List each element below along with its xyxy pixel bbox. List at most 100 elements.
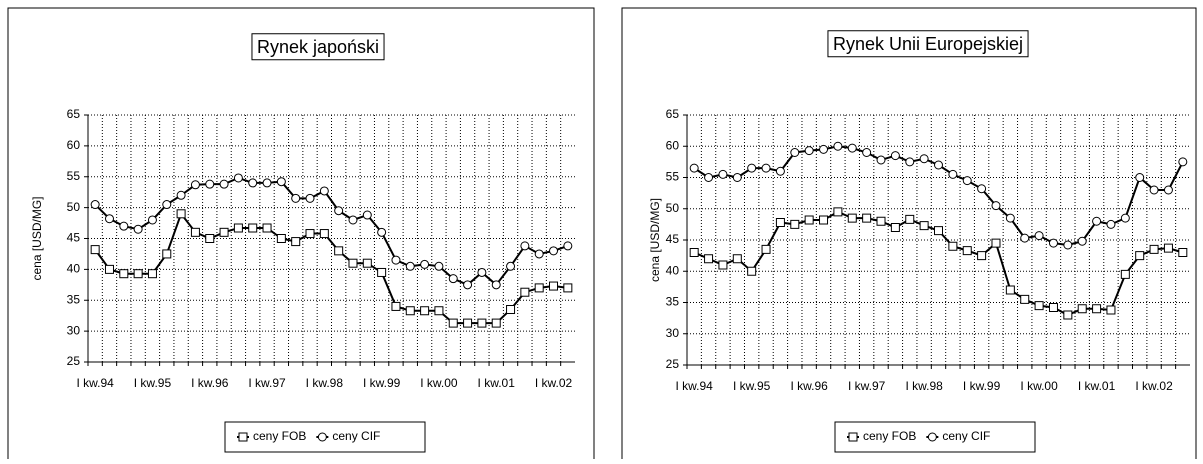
x-tick-label: I kw.99 — [963, 379, 1001, 393]
marker — [463, 280, 473, 290]
marker — [506, 261, 516, 271]
marker — [305, 229, 315, 239]
marker — [876, 155, 886, 165]
marker — [790, 148, 800, 157]
marker — [377, 227, 387, 237]
panel — [621, 7, 1197, 464]
marker — [761, 244, 771, 254]
x-tick-label: I kw.95 — [733, 379, 771, 393]
marker — [434, 306, 444, 316]
marker — [1005, 285, 1015, 295]
x-tick-label: I kw.95 — [134, 376, 172, 390]
y-tick-label: 65 — [666, 107, 680, 121]
marker — [563, 241, 573, 251]
legend-label: ceny FOB — [863, 429, 916, 443]
marker — [506, 305, 516, 315]
marker — [162, 249, 172, 259]
x-tick-label: I kw.01 — [478, 376, 516, 390]
x-tick-label: I kw.00 — [420, 376, 458, 390]
x-tick-label: I kw.97 — [248, 376, 286, 390]
marker — [1120, 213, 1130, 223]
marker — [1005, 213, 1015, 223]
marker — [804, 146, 814, 156]
marker — [833, 207, 843, 217]
y-tick-label: 65 — [67, 107, 81, 121]
marker — [1178, 157, 1188, 167]
marker — [704, 254, 714, 264]
marker — [520, 287, 530, 297]
marker — [1135, 173, 1145, 182]
x-tick-label: I kw.94 — [76, 376, 114, 390]
marker — [147, 269, 157, 279]
legend-label: ceny CIF — [942, 429, 990, 443]
marker — [276, 177, 286, 187]
marker — [176, 190, 186, 200]
marker — [1048, 303, 1058, 312]
x-tick-label: I kw.02 — [1135, 379, 1173, 393]
marker — [1063, 310, 1073, 320]
marker — [1048, 238, 1058, 248]
y-tick-label: 45 — [666, 232, 680, 246]
x-tick-label: I kw.01 — [1078, 379, 1116, 393]
marker — [90, 200, 100, 210]
marker — [448, 274, 458, 284]
marker — [104, 214, 114, 224]
marker — [1163, 185, 1173, 195]
marker — [104, 264, 114, 274]
marker — [962, 176, 972, 186]
marker — [1020, 233, 1030, 243]
marker — [1092, 216, 1102, 226]
marker — [948, 169, 958, 179]
marker — [1163, 243, 1173, 253]
marker — [291, 237, 301, 247]
x-tick-label: I kw.96 — [790, 379, 828, 393]
marker — [991, 238, 1001, 248]
marker — [348, 258, 358, 268]
marker — [775, 218, 785, 227]
marker — [804, 215, 814, 225]
title-box — [827, 30, 1029, 58]
y-axis-label: cena [USD/MG] — [30, 196, 44, 280]
marker — [463, 318, 473, 328]
marker — [190, 227, 200, 237]
x-tick-label: I kw.98 — [905, 379, 943, 393]
marker — [962, 246, 972, 256]
x-tick-label: I kw.97 — [848, 379, 886, 393]
marker — [790, 219, 800, 229]
legend-label: ceny FOB — [253, 429, 306, 443]
marker — [747, 163, 757, 173]
marker — [747, 266, 757, 276]
marker — [248, 178, 258, 188]
y-tick-label: 30 — [67, 323, 81, 337]
marker — [491, 318, 501, 328]
marker — [448, 318, 458, 328]
marker — [147, 215, 157, 225]
marker — [534, 283, 544, 293]
marker — [319, 186, 329, 196]
marker — [205, 234, 215, 243]
marker — [1149, 244, 1159, 254]
x-tick-label: I kw.99 — [363, 376, 401, 390]
legend-marker — [927, 432, 937, 442]
marker — [890, 223, 900, 232]
marker — [176, 209, 186, 219]
marker — [377, 267, 387, 277]
marker — [1077, 304, 1087, 314]
marker — [1120, 269, 1130, 279]
marker — [1149, 185, 1159, 195]
y-tick-label: 40 — [67, 262, 81, 276]
title-box — [251, 33, 385, 61]
y-tick-label: 55 — [67, 169, 81, 183]
marker — [405, 261, 415, 271]
marker — [491, 280, 501, 290]
x-tick-label: I kw.94 — [676, 379, 714, 393]
marker — [1092, 304, 1102, 314]
marker — [919, 154, 929, 164]
marker — [934, 160, 943, 170]
marker — [704, 173, 714, 182]
marker — [391, 301, 401, 311]
marker — [1034, 231, 1044, 241]
marker — [1178, 248, 1188, 257]
marker — [291, 193, 301, 203]
